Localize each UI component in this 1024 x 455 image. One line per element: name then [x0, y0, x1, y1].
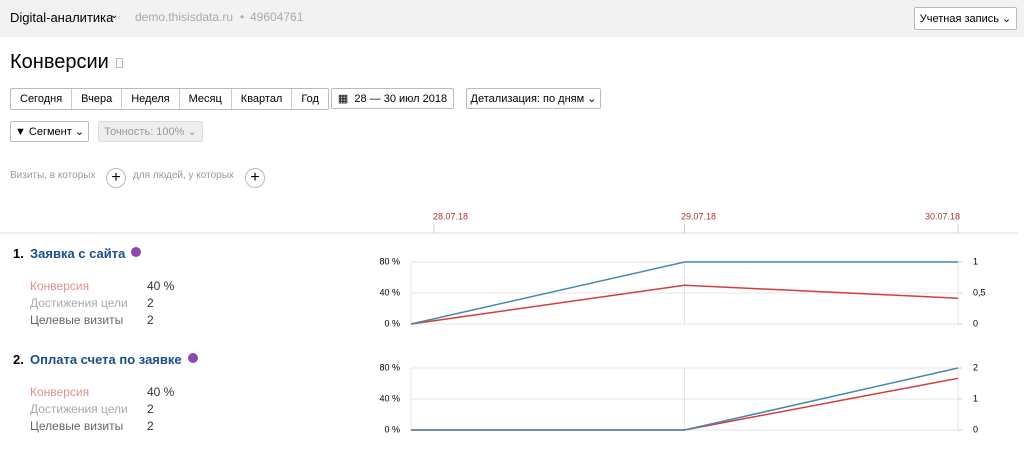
metric-label: Целевые визиты [30, 419, 124, 433]
goal-title[interactable]: Заявка с сайта [30, 246, 126, 261]
separator: • [240, 10, 245, 24]
metric-value: 40 % [147, 279, 175, 293]
metric-value: 40 % [147, 385, 175, 399]
metric-label: Достижения цели [30, 296, 128, 310]
counter: 49604761 [250, 10, 304, 24]
goal-title[interactable]: Оплата счета по заявке [30, 352, 182, 367]
metric-label: Конверсия [30, 279, 90, 293]
y-tick-label: 80 % [379, 362, 400, 372]
metric-value: 2 [147, 419, 154, 433]
metric-value: 2 [147, 296, 154, 310]
date-button[interactable]: ▦ 28 — 30 июл 2018 [331, 88, 454, 109]
account: Учетная запись [919, 13, 999, 25]
y-tick-label: 40 % [379, 287, 400, 297]
detail-button[interactable]: Детализация: по дням ⌄ [466, 88, 601, 109]
y2-tick-label: 2 [973, 362, 978, 372]
y2-tick-label: 1 [973, 256, 978, 266]
date-label: 29.07.18 [681, 211, 716, 221]
y-tick-label: 0 % [384, 318, 400, 328]
period-button[interactable]: Неделя [121, 89, 178, 109]
app-name[interactable]: Digital-аналитика [10, 10, 114, 25]
page-title: Конверсии [10, 51, 109, 73]
top-bar: Digital-аналитика ⌄ demo.thisisdata.ru •… [0, 0, 1024, 37]
y2-tick-label: 0 [973, 424, 978, 434]
series-line [410, 284, 959, 325]
period-button[interactable]: Квартал [230, 89, 292, 109]
period-button[interactable]: Год [291, 89, 328, 109]
filter-visits: Визиты, в которых [10, 170, 96, 181]
metric-label: Целевые визиты [30, 313, 124, 327]
accuracy: Точность: 100% [104, 126, 185, 138]
goal-icon [131, 247, 141, 257]
y-tick-label: 0 % [384, 424, 400, 434]
y-tick-label: 80 % [379, 256, 400, 266]
segment-button[interactable]: ▼ Сегмент ⌄ [10, 121, 89, 142]
metric-label: Достижения цели [30, 402, 128, 416]
date-label: 30.07.18 [925, 211, 960, 221]
series-line [410, 261, 958, 325]
period-button[interactable]: Сегодня [20, 93, 63, 105]
add-people-filter[interactable]: + [245, 168, 265, 188]
add-visits-filter[interactable]: + [106, 168, 126, 188]
charts: 28.07.18 29.07.18 30.07.18 0 % 40 % 80 % 0 0,5 1… [0, 211, 1018, 434]
y2-tick-label: 1 [973, 393, 978, 403]
y2-tick-label: 0,5 [973, 287, 986, 297]
goal-number: 2. [13, 352, 24, 367]
filter-people: для людей, у которых [133, 170, 234, 181]
site: demo.thisisdata.ru [135, 10, 234, 24]
y2-tick-label: 0 [973, 318, 978, 328]
detail: Детализация: по дням [470, 93, 585, 105]
account-button[interactable]: Учетная запись ⌄ [914, 7, 1017, 30]
metric-label: Конверсия [30, 385, 90, 399]
y-tick-label: 40 % [379, 393, 400, 403]
period-button[interactable]: Вчера [71, 89, 121, 109]
metric-value: 2 [147, 402, 154, 416]
metric-value: 2 [147, 313, 154, 327]
date-range: 28 — 30 июл 2018 [354, 93, 448, 105]
goal-number: 1. [13, 246, 24, 261]
chevron: ⌄ [110, 10, 119, 21]
bookmark-icon[interactable] [116, 58, 123, 68]
segment: Сегмент [28, 126, 72, 138]
date-label: 28.07.18 [433, 211, 468, 221]
goal-icon [188, 353, 198, 363]
period-button[interactable]: Месяц [178, 89, 231, 109]
period-group: Сегодня Вчера Неделя Месяц Квартал Год [10, 88, 329, 110]
series-line [411, 367, 959, 431]
accuracy-button[interactable]: Точность: 100% ⌄ [98, 121, 203, 142]
